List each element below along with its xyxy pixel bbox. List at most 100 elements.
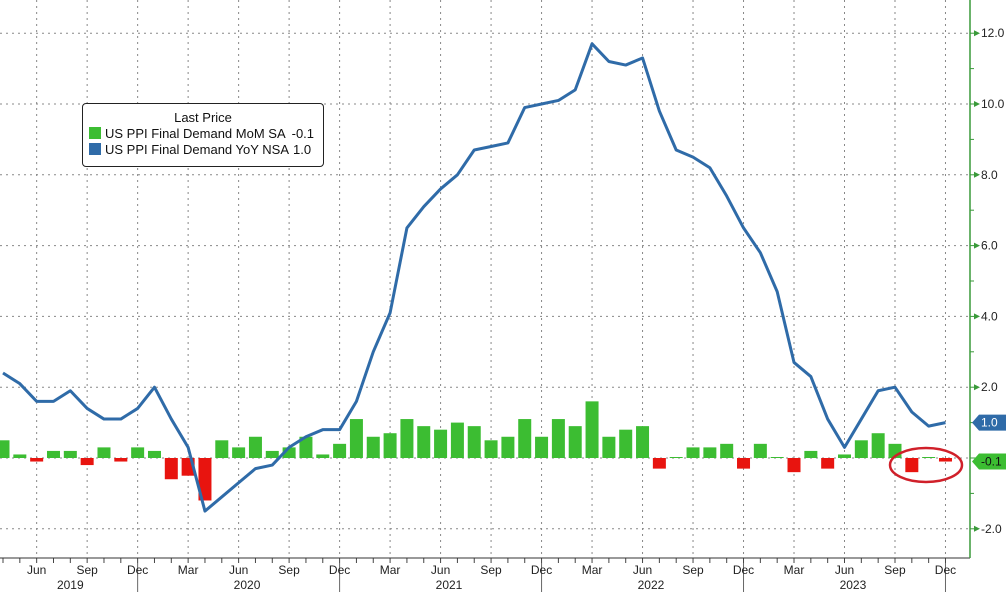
mom-bar [131,447,145,458]
mom-bar [838,454,851,458]
legend-title: Last Price [174,110,232,125]
y-tick-label: 8.0 [981,168,998,182]
last-value-tags: 1.0 -0.1 [972,414,1006,470]
month-tick-label: Jun [633,563,652,577]
year-label: 2019 [57,578,84,592]
mom-bar [602,436,616,458]
mom-bar [80,458,94,466]
y-axis-labels: 12.0 10.0 8.0 6.0 4.0 2.0 -2.0 [974,26,1005,536]
mom-bar [787,458,801,473]
mom-bar [299,436,313,458]
mom-bar [669,457,683,458]
y-tick-label: 4.0 [981,309,998,323]
mom-bar [518,419,532,458]
mom-bar [484,440,498,458]
mom-bar [0,440,10,458]
month-tick-label: Dec [935,563,956,577]
mom-last-tag-shape [972,453,1006,470]
year-label: 2022 [638,578,665,592]
month-tick-label: Mar [380,563,401,577]
mom-bar [551,419,565,458]
year-label: 2021 [436,578,463,592]
mom-bar [164,458,178,480]
month-tick-label: Dec [531,563,552,577]
mom-bar [30,458,44,462]
mom-bar [905,458,919,473]
y-tick-label: 2.0 [981,380,998,394]
x-axis-labels: Jun Sep Dec Mar Jun Sep Dec Mar Jun Sep Dec Mar Jun S… [27,563,956,592]
mom-bar [737,458,751,469]
legend-label-mom: US PPI Final Demand MoM SA [105,125,286,141]
mom-bar [636,426,650,458]
mom-bar [333,443,347,458]
mom-bar [854,440,868,458]
y-tick-label: 12.0 [981,26,1005,40]
legend-label-yoy: US PPI Final Demand YoY NSA [105,141,290,157]
month-tick-label: Jun [229,563,248,577]
mom-bar [585,401,599,458]
gridlines [0,0,970,558]
y-tick-label: 6.0 [981,239,998,253]
year-label: 2023 [840,578,867,592]
mom-bar [400,419,414,458]
legend-entry-yoy: US PPI Final Demand YoY NSA 1.0 [89,141,323,157]
month-tick-label: Sep [76,563,98,577]
mom-bars [0,401,952,501]
yoy-last-tag-shape [972,414,1006,431]
mom-bar [13,454,27,458]
y-tick-arrow-icon [974,101,980,107]
month-tick-label: Jun [835,563,854,577]
mom-bar [366,436,380,458]
mom-bar [450,422,464,458]
month-tick-label: Dec [733,563,754,577]
mom-bar [215,440,229,458]
mom-bar [198,458,212,501]
legend-swatch-yoy [89,143,101,155]
axes [0,0,978,592]
year-label: 2020 [234,578,261,592]
mom-bar [922,457,936,458]
mom-bar [349,419,363,458]
month-tick-label: Sep [278,563,300,577]
y-tick-label: -2.0 [981,522,1002,536]
mom-bar [248,436,262,458]
mom-bar [720,443,734,458]
mom-last-tag: -0.1 [981,455,1002,469]
month-tick-label: Sep [884,563,906,577]
month-tick-label: Dec [329,563,350,577]
y-tick-arrow-icon [974,384,980,391]
mom-bar [871,433,885,458]
y-tick-arrow-icon [974,30,980,37]
mom-bar [114,458,128,462]
mom-bar [821,458,835,469]
yoy-last-tag: 1.0 [981,416,998,430]
mom-bar [434,429,448,458]
month-tick-label: Mar [582,563,603,577]
mom-bar [703,447,717,458]
month-tick-label: Jun [431,563,450,577]
legend-value-mom: -0.1 [291,125,315,141]
mom-bar [686,447,700,458]
y-tick-label: 10.0 [981,97,1005,111]
mom-bar [147,450,161,458]
y-tick-arrow-icon [974,525,980,532]
mom-bar [770,457,784,458]
mom-bar [417,426,431,458]
mom-bar [467,426,481,458]
month-tick-label: Jun [27,563,46,577]
month-tick-label: Dec [127,563,148,577]
yoy-line [2,42,946,513]
mom-bar [232,447,246,458]
mom-bar [46,450,60,458]
mom-bar [282,447,296,458]
y-tick-arrow-icon [974,313,980,320]
legend-swatch-mom [89,127,101,139]
yoy-line-layer [2,42,946,513]
legend-value-yoy: 1.0 [293,141,312,157]
mom-bar [383,433,397,458]
mom-bar [316,454,330,458]
y-tick-arrow-icon [974,171,980,178]
mom-bar [501,436,515,458]
month-tick-label: Sep [682,563,704,577]
